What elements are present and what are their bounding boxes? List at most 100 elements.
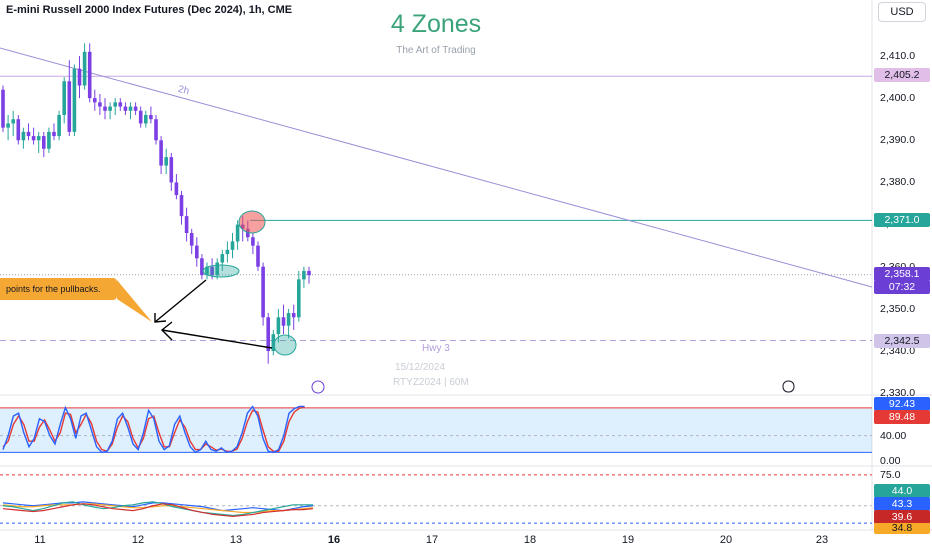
candle-body [144,115,148,124]
candle-body [164,157,168,166]
candle-body [16,119,21,141]
candle-body [307,270,311,276]
osc-value-1: 44.0 [874,484,930,498]
candle-body [52,131,56,137]
candle-body [67,81,72,132]
candle-body [261,266,265,318]
candle-body [118,102,123,107]
oscillator-panel [0,474,872,524]
candle-body [11,119,15,124]
x-tick: 12 [131,534,145,546]
candle-body [200,258,204,276]
candle-body [47,131,51,149]
stoch-value-k: 92.43 [874,397,930,411]
swing-high-marker [238,210,266,234]
y-tick: 2,410.0 [880,50,916,62]
session-icon [782,380,795,393]
watermark-subtitle: The Art of Trading [396,45,476,56]
candle-body [159,140,163,166]
candle-body [72,68,77,132]
candle-body [57,115,61,137]
candle-body [21,131,26,141]
x-tick: 19 [621,534,635,546]
candle-body [246,228,250,238]
candle-body [286,313,291,326]
candle-body [256,245,260,267]
currency-button[interactable]: USD [878,2,926,22]
candle-body [123,106,128,111]
candle-body [1,89,5,128]
candle-body [133,106,138,111]
arrow-head [160,321,173,341]
candle-body [93,98,97,103]
candle-body [36,136,41,141]
candle-body [138,110,143,124]
stoch-k-line [2,405,305,454]
osc-series-line [2,503,314,518]
y-tick: 2,380.0 [880,176,916,188]
arrow-line [161,329,273,349]
callout-pointer [117,280,152,322]
candle-body [210,266,214,276]
osc-value-2: 43.3 [874,497,930,511]
candle-body [77,68,82,86]
x-tick: 20 [719,534,733,546]
y-tick: 2,400.0 [880,92,916,104]
stoch-tick: 40.00 [880,430,907,442]
candle-body [6,123,10,128]
x-tick: 18 [523,534,537,546]
candle-body [87,51,92,99]
watermark-title: 4 Zones [390,10,482,38]
candle-body [297,279,301,318]
callout-label: points for the pullbacks. [0,278,117,300]
candle-body [215,262,219,276]
osc-value-3: 39.6 [874,510,930,524]
candle-body [251,237,255,246]
candles-layer [1,43,311,364]
stochastic-panel [0,405,872,454]
levels-layer [0,47,873,341]
candle-body [31,136,36,141]
candle-body [184,216,189,233]
candle-body [230,241,235,250]
candle-body [276,317,281,335]
trendline [0,47,873,288]
faint-symbol: RTYZ2024 | 60M [393,377,469,388]
last-price-tag: 2,358.1 [874,267,930,281]
candle-body [302,270,306,280]
x-tick: 13 [229,534,243,546]
x-tick: 17 [425,534,439,546]
arrow-head [154,313,167,323]
candle-body [266,317,270,351]
dividend-icon [311,380,325,394]
candle-body [195,245,199,259]
stoch-value-d: 89.48 [874,410,930,424]
price-tag-2342: 2,342.5 [874,334,930,348]
candle-body [235,224,240,242]
countdown-tag: 07:32 [874,280,930,294]
pullback-zone-marker [273,334,297,356]
candle-body [103,106,107,111]
candle-body [225,249,230,255]
osc-value-4: 34.8 [874,523,930,534]
osc-series-line [2,501,313,517]
price-tag-2371: 2,371.0 [874,213,930,227]
y-tick: 2,390.0 [880,134,916,146]
y-tick: 2,340.0 [880,345,916,357]
price-tag-2405: 2,405.2 [874,68,930,82]
candle-body [98,102,102,107]
stoch-tick: 0.00 [880,455,901,467]
arrow-line [154,279,207,323]
y-tick: 2,330.0 [880,387,916,399]
annotations-layer [117,210,795,394]
pullback-zone-marker [202,264,240,278]
faint-date: 15/12/2024 [395,362,446,373]
candle-body [113,102,117,107]
chart-title: E-mini Russell 2000 Index Futures (Dec 2… [6,4,293,16]
candle-body [220,254,225,263]
candle-body [169,157,174,183]
candle-body [128,106,133,111]
x-tick: 23 [815,534,829,546]
candle-body [174,182,179,196]
